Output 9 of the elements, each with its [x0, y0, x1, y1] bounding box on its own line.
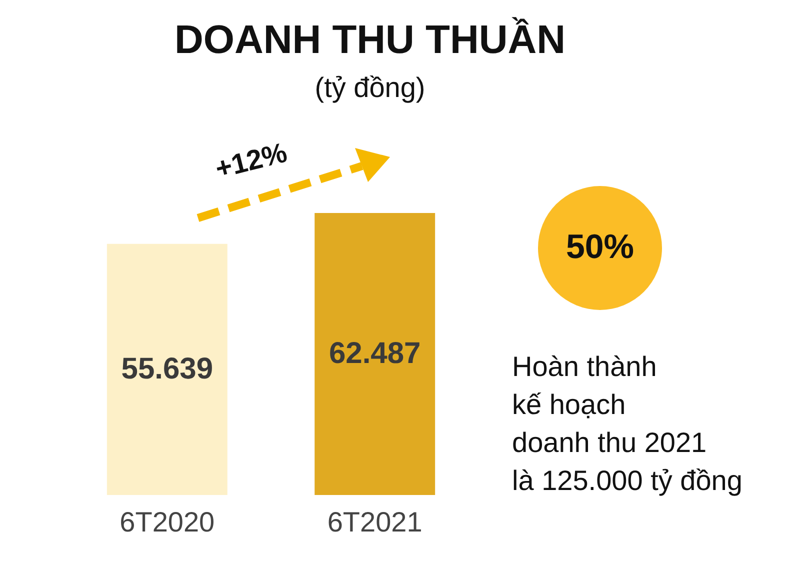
x-tick-label: 6T2021	[327, 506, 422, 538]
text: 50%	[564, 228, 636, 267]
text: +12%	[212, 136, 290, 186]
data-label: 55.639	[121, 352, 214, 386]
data-label: 62.487	[328, 337, 421, 370]
chart-title: DOANH THU THUẦN	[173, 18, 567, 63]
text: Hoàn thành kế hoạch doanh thu 2021 là 125.000 tỷ đồng	[512, 350, 742, 498]
chart-subtitle: (tỷ đồng)	[314, 72, 426, 104]
x-tick-label: 6T2020	[120, 506, 215, 538]
